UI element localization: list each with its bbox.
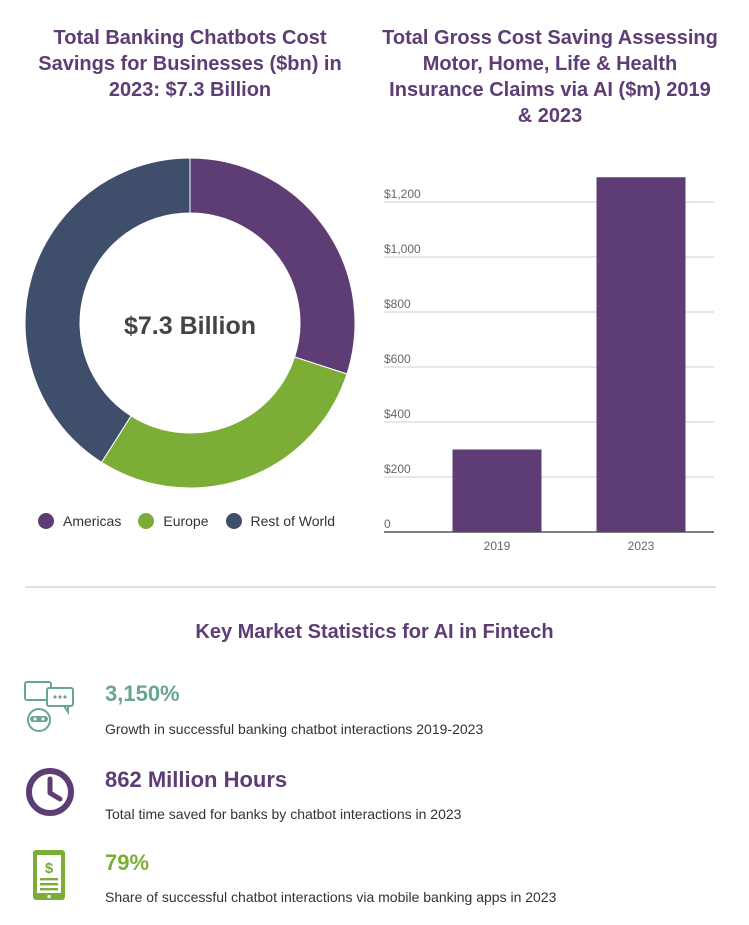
y-tick-label: 0 — [384, 517, 391, 531]
legend-item-americas: Americas — [38, 513, 121, 529]
legend-label-europe: Europe — [163, 513, 209, 529]
legend-dot-rest-of-world — [225, 513, 242, 529]
donut-slice-americas — [189, 157, 356, 375]
section-divider — [25, 586, 716, 588]
y-tick-label: $200 — [384, 462, 411, 476]
mobile-banking-icon: $ — [33, 850, 65, 900]
legend-dot-europe — [138, 513, 155, 529]
stat-desc-mobile-share: Share of successful chatbot interactions… — [105, 889, 557, 905]
x-tick-label: 2019 — [484, 539, 511, 553]
clock-icon — [26, 768, 74, 816]
donut-slice-europe — [100, 356, 348, 489]
donut-center-label: $7.3 Billion — [124, 312, 256, 340]
legend-label-americas: Americas — [63, 513, 122, 529]
stat-desc-time-saved: Total time saved for banks by chatbot in… — [105, 806, 462, 822]
y-tick-label: $400 — [384, 407, 411, 421]
y-tick-label: $600 — [384, 352, 411, 366]
stat-desc-chatbot-growth: Growth in successful banking chatbot int… — [105, 721, 484, 737]
legend-item-europe: Europe — [138, 513, 209, 529]
stat-value-chatbot-growth: 3,150% — [105, 681, 180, 706]
section-title: Key Market Statistics for AI in Fintech — [195, 621, 554, 643]
donut-legend: Americas Europe Rest of World — [38, 513, 352, 529]
y-tick-label: $800 — [384, 297, 411, 311]
svg-text:$: $ — [45, 860, 54, 877]
legend-dot-americas — [38, 513, 54, 529]
y-tick-label: $1,000 — [384, 242, 421, 256]
legend-item-rest-of-world: Rest of World — [225, 513, 336, 529]
y-tick-label: $1,200 — [384, 187, 421, 201]
bar-chart-title: Total Gross Cost Saving Assessing Motor,… — [382, 27, 718, 127]
stat-value-time-saved: 862 Million Hours — [105, 767, 288, 792]
chatbot-icon — [24, 681, 74, 732]
bar-2023 — [596, 177, 686, 532]
donut-chart-title: Total Banking Chatbots Cost Savings for … — [38, 27, 342, 101]
donut-slice-rest-of-world — [24, 157, 191, 464]
bar-2019 — [452, 449, 542, 532]
x-tick-label: 2023 — [628, 539, 655, 553]
legend-label-rest-of-world: Rest of World — [250, 513, 336, 529]
stat-value-mobile-share: 79% — [105, 850, 150, 875]
